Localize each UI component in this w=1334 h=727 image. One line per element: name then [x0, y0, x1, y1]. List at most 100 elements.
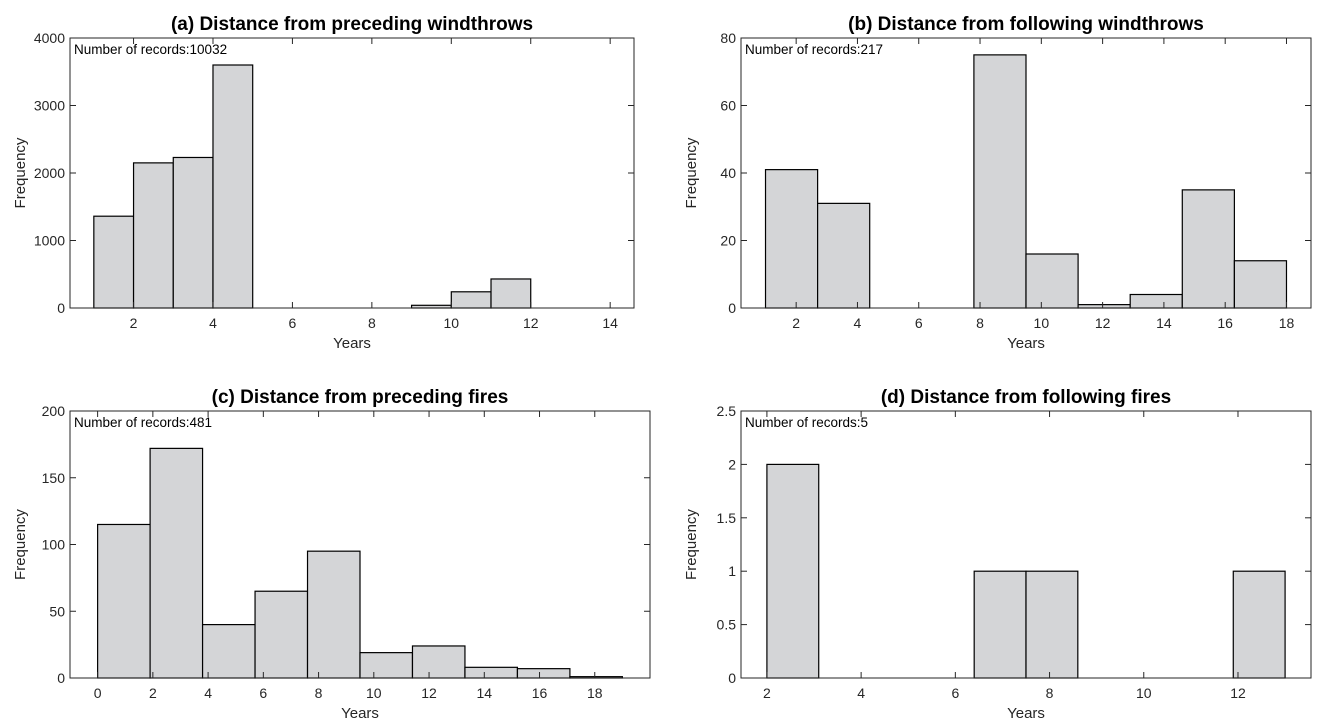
y-tick-label-b: 80 — [720, 30, 736, 46]
x-tick-label-c: 8 — [315, 685, 323, 701]
y-tick-label-a: 0 — [57, 300, 65, 316]
x-tick-label-d: 8 — [1046, 685, 1054, 701]
histogram-bar-b-6 — [1025, 253, 1079, 309]
histogram-bar-c-2 — [149, 447, 204, 679]
x-tick-label-b: 12 — [1095, 315, 1111, 331]
x-tick-label-a: 10 — [444, 315, 460, 331]
x-tick-label-c: 14 — [476, 685, 492, 701]
x-tick-label-b: 16 — [1217, 315, 1233, 331]
histogram-bar-d-5 — [973, 570, 1027, 679]
histogram-bar-a-4 — [212, 64, 254, 309]
x-tick-label-b: 4 — [854, 315, 862, 331]
histogram-bar-c-8 — [464, 666, 519, 679]
y-tick-label-b: 20 — [720, 233, 736, 249]
histogram-bar-b-1 — [764, 169, 819, 309]
histogram-bar-c-3 — [201, 623, 256, 679]
x-tick-label-a: 14 — [602, 315, 618, 331]
panel-title-d: (d) Distance from following fires — [881, 387, 1171, 408]
histogram-bar-a-3 — [172, 156, 214, 309]
y-tick-label-c: 150 — [42, 470, 66, 486]
x-tick-label-b: 18 — [1279, 315, 1295, 331]
panel-title-a: (a) Distance from preceding windthrows — [171, 14, 533, 35]
y-tick-label-d: 2.5 — [717, 403, 737, 419]
x-tick-label-a: 6 — [289, 315, 297, 331]
y-axis-label-c: Frequency — [12, 509, 29, 580]
x-tick-label-b: 10 — [1034, 315, 1050, 331]
histogram-bar-a-2 — [132, 162, 174, 309]
x-tick-label-d: 2 — [763, 685, 771, 701]
x-tick-label-c: 12 — [421, 685, 437, 701]
y-tick-label-a: 3000 — [34, 98, 65, 114]
panel-d: 2 4 6 8 10 12 0 0.5 1 1.5 2 2.5 (d) Distance from fo… — [683, 387, 1312, 722]
y-tick-label-b: 60 — [720, 98, 736, 114]
panel-title-b: (b) Distance from following windthrows — [848, 14, 1204, 35]
histogram-bar-c-6 — [359, 652, 414, 679]
x-tick-label-b: 6 — [915, 315, 923, 331]
histogram-bar-b-5 — [973, 54, 1027, 309]
histogram-bar-a-11 — [490, 278, 532, 309]
histogram-bar-b-8 — [1129, 293, 1183, 309]
y-tick-label-b: 40 — [720, 165, 736, 181]
x-tick-label-a: 12 — [523, 315, 539, 331]
histogram-bar-a-1 — [93, 215, 135, 309]
y-tick-label-c: 100 — [42, 537, 66, 553]
x-tick-label-c: 16 — [532, 685, 548, 701]
histogram-bar-a-10 — [450, 291, 492, 309]
panel-b: 2 4 6 8 10 12 14 16 18 0 20 40 60 80 (b) Distance from… — [683, 14, 1312, 352]
x-axis-label-c: Years — [341, 705, 379, 722]
x-tick-label-b: 8 — [976, 315, 984, 331]
x-tick-label-c: 10 — [366, 685, 382, 701]
x-tick-label-d: 6 — [951, 685, 959, 701]
histogram-bar-c-4 — [254, 590, 309, 679]
histogram-bar-d-10 — [1232, 570, 1286, 679]
y-axis-label-b: Frequency — [683, 137, 700, 208]
histogram-bar-c-7 — [411, 645, 466, 679]
x-tick-label-c: 6 — [259, 685, 267, 701]
y-tick-label-d: 0 — [728, 670, 736, 686]
y-tick-label-c: 0 — [57, 670, 65, 686]
y-tick-label-a: 4000 — [34, 30, 65, 46]
y-tick-label-c: 200 — [42, 403, 66, 419]
histogram-bar-c-9 — [516, 668, 571, 679]
y-tick-label-d: 1 — [728, 563, 736, 579]
histogram-bar-d-6 — [1025, 570, 1079, 679]
x-tick-label-c: 2 — [149, 685, 157, 701]
panel-title-c: (c) Distance from preceding fires — [212, 387, 509, 408]
x-tick-label-c: 18 — [587, 685, 603, 701]
records-annotation-a: Number of records:10032 — [74, 42, 227, 57]
histogram-bar-c-1 — [97, 523, 151, 679]
y-tick-label-a: 1000 — [34, 233, 65, 249]
x-tick-label-c: 4 — [204, 685, 212, 701]
y-axis-label-d: Frequency — [683, 509, 700, 580]
x-tick-label-d: 10 — [1136, 685, 1152, 701]
x-tick-label-a: 2 — [130, 315, 138, 331]
y-axis-label-a: Frequency — [12, 137, 29, 208]
y-tick-label-d: 2 — [728, 456, 736, 472]
histogram-bar-b-2 — [817, 202, 871, 309]
y-tick-label-d: 1.5 — [717, 510, 737, 526]
x-tick-label-b: 2 — [792, 315, 800, 331]
x-axis-label-b: Years — [1007, 335, 1045, 352]
x-tick-label-d: 4 — [857, 685, 865, 701]
records-annotation-b: Number of records:217 — [745, 42, 883, 57]
y-tick-label-b: 0 — [728, 300, 736, 316]
records-annotation-c: Number of records:481 — [74, 415, 212, 430]
y-tick-label-d: 0.5 — [717, 617, 737, 633]
y-tick-label-c: 50 — [49, 603, 65, 619]
x-tick-label-d: 12 — [1230, 685, 1246, 701]
plot-frame-d — [740, 410, 1312, 679]
histogram-bar-b-10 — [1233, 260, 1288, 309]
x-tick-label-b: 14 — [1156, 315, 1172, 331]
panel-c: 0 2 4 6 8 10 12 14 16 18 0 50 100 150 200 (c) Distance … — [12, 387, 651, 722]
x-tick-label-a: 8 — [368, 315, 376, 331]
x-tick-label-a: 4 — [209, 315, 217, 331]
records-annotation-d: Number of records:5 — [745, 415, 868, 430]
x-axis-label-d: Years — [1007, 705, 1045, 722]
x-axis-label-a: Years — [333, 335, 371, 352]
histogram-bar-b-9 — [1181, 189, 1235, 309]
y-tick-label-a: 2000 — [34, 165, 65, 181]
x-tick-label-c: 0 — [94, 685, 102, 701]
histogram-bar-b-7 — [1077, 304, 1131, 309]
histogram-bar-c-5 — [306, 550, 361, 679]
